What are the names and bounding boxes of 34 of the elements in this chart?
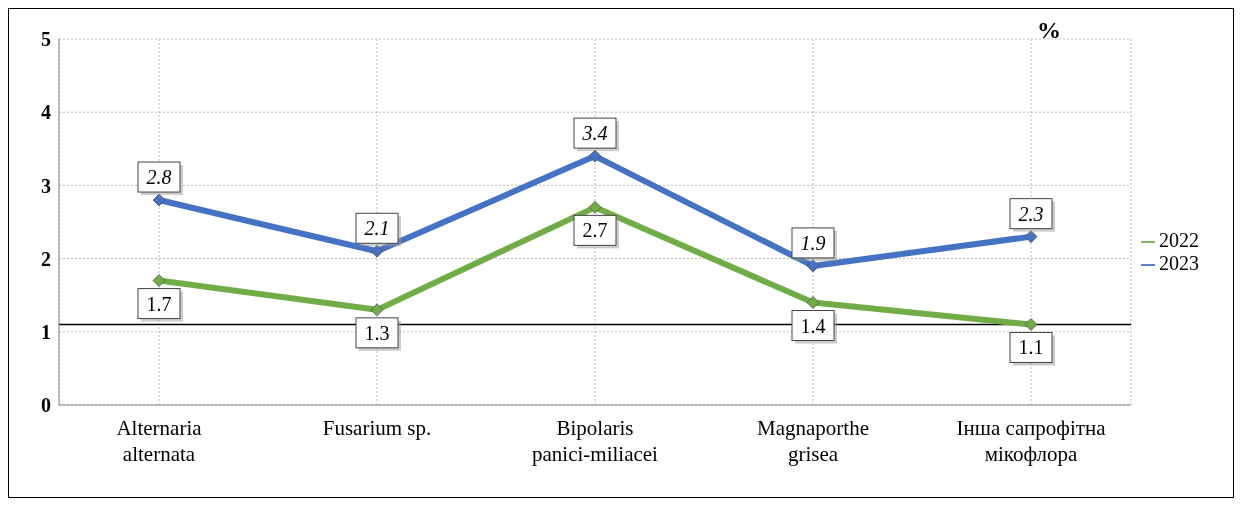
x-tick-label: Fusarium sp. xyxy=(322,416,432,440)
point xyxy=(152,274,166,287)
x-tick-label: Bipolaris panici-miliacei xyxy=(532,416,659,466)
y-tick-label: 4 xyxy=(41,101,51,124)
data-label: 1.7 xyxy=(146,292,172,315)
point xyxy=(806,296,820,309)
point xyxy=(588,149,602,163)
data-label: 2.7 xyxy=(582,219,608,242)
data-label: 3.4 xyxy=(581,122,608,145)
legend-label: 2023 xyxy=(1159,252,1199,274)
x-tick-label: Alternaria alternata xyxy=(116,416,203,466)
y-tick-label: 3 xyxy=(41,174,51,197)
point xyxy=(370,244,384,258)
point xyxy=(588,200,602,214)
y-tick-label: 0 xyxy=(41,394,51,417)
y-axis-title: % xyxy=(1037,17,1061,44)
x-tick-label: Інша сапрофітна мікофлора xyxy=(956,416,1107,466)
data-label: 1.3 xyxy=(364,321,390,344)
data-label: 2.8 xyxy=(146,166,172,189)
data-label: 1.1 xyxy=(1018,336,1044,359)
data-label: 1.9 xyxy=(800,231,826,254)
point xyxy=(370,303,384,317)
y-tick-label: 1 xyxy=(41,320,51,343)
legend-label: 2022 xyxy=(1159,229,1199,251)
x-tick-label: Magnaporthe grisea xyxy=(757,416,869,466)
data-label: 1.4 xyxy=(800,314,826,337)
data-label: 2.1 xyxy=(364,217,390,240)
point xyxy=(1024,318,1038,331)
y-tick-label: 2 xyxy=(41,247,51,270)
point xyxy=(1024,230,1038,244)
y-tick-label: 5 xyxy=(41,28,51,51)
point xyxy=(152,193,166,207)
data-label: 2.3 xyxy=(1018,202,1044,225)
point xyxy=(806,259,820,273)
